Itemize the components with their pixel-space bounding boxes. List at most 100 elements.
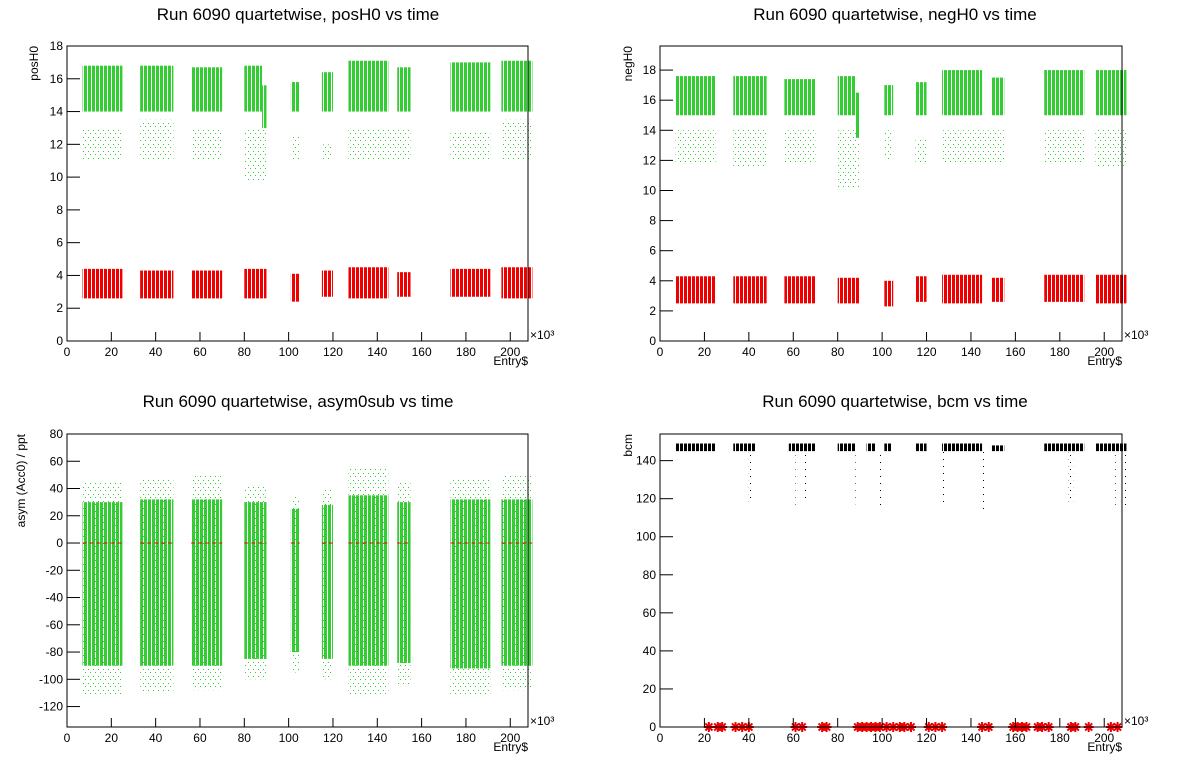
point-cluster bbox=[1095, 70, 1127, 116]
point-cluster bbox=[290, 495, 300, 673]
point-cluster bbox=[244, 485, 267, 680]
point-cluster bbox=[1068, 451, 1074, 503]
x-tick-label: 20 bbox=[698, 345, 712, 359]
x-multiplier: ×10³ bbox=[530, 328, 554, 342]
point-cluster bbox=[915, 137, 927, 164]
x-tick-label: 0 bbox=[657, 345, 664, 359]
x-tick-label: 160 bbox=[412, 731, 432, 745]
point-cluster bbox=[795, 451, 798, 509]
x-tick-label: 100 bbox=[279, 345, 299, 359]
y-tick-label: 0 bbox=[56, 334, 63, 348]
x-tick-label: 0 bbox=[64, 731, 71, 745]
x-tick-label: 40 bbox=[742, 345, 756, 359]
point-cluster bbox=[244, 268, 267, 299]
point-cluster bbox=[733, 76, 767, 116]
x-tick-label: 100 bbox=[872, 345, 892, 359]
plot-frame bbox=[659, 45, 1123, 342]
x-tick-label: 200 bbox=[500, 345, 520, 359]
x-tick-label: 180 bbox=[1050, 345, 1070, 359]
x-tick-label: 180 bbox=[456, 345, 476, 359]
point-cluster bbox=[915, 443, 927, 452]
x-tick-label: 0 bbox=[657, 731, 664, 745]
x-tick-label: 180 bbox=[1050, 731, 1070, 745]
point-cluster bbox=[140, 65, 174, 112]
y-tick-label: 12 bbox=[643, 153, 657, 167]
point-cluster bbox=[397, 481, 411, 687]
y-tick-label: 100 bbox=[636, 530, 656, 544]
point-cluster bbox=[321, 72, 333, 112]
x-tick-label: 0 bbox=[64, 345, 71, 359]
y-tick-label: -100 bbox=[39, 672, 63, 686]
y-tick-label: 4 bbox=[649, 274, 656, 288]
chart-title: Run 6090 quartetwise, negH0 vs time bbox=[753, 5, 1037, 24]
point-cluster bbox=[884, 130, 894, 161]
point-cluster bbox=[837, 130, 860, 188]
point-cluster bbox=[942, 274, 983, 304]
y-tick-label: -20 bbox=[46, 563, 64, 577]
point-cluster bbox=[290, 82, 300, 112]
point-cluster bbox=[82, 127, 123, 161]
point-cluster bbox=[262, 85, 267, 128]
point-cluster bbox=[140, 477, 174, 693]
point-cluster bbox=[501, 119, 533, 161]
point-cluster bbox=[733, 276, 767, 304]
y-axis-label: negH0 bbox=[621, 46, 635, 82]
x-tick-label: 40 bbox=[149, 345, 163, 359]
x-tick-label: 20 bbox=[105, 345, 119, 359]
y-tick-label: 60 bbox=[50, 454, 64, 468]
x-tick-label: 60 bbox=[787, 731, 801, 745]
y-tick-label: 60 bbox=[643, 606, 657, 620]
x-axis-label: Entry$ bbox=[493, 354, 528, 368]
point-cluster bbox=[733, 127, 767, 168]
x-tick-label: 160 bbox=[1005, 731, 1025, 745]
point-cluster bbox=[191, 67, 223, 112]
point-cluster bbox=[191, 270, 223, 299]
y-tick-label: 20 bbox=[643, 682, 657, 696]
y-axis-label: asym (Acc0) / ppt bbox=[14, 433, 28, 527]
y-axis-label: bcm bbox=[621, 434, 635, 457]
x-multiplier: ×10³ bbox=[530, 714, 554, 728]
y-tick-label: 18 bbox=[643, 63, 657, 77]
x-tick-label: 200 bbox=[1094, 731, 1114, 745]
point-cluster bbox=[290, 273, 300, 302]
y-tick-label: 14 bbox=[50, 105, 64, 119]
x-tick-label: 120 bbox=[323, 345, 343, 359]
y-tick-label: 2 bbox=[56, 301, 63, 315]
y-tick-label: -80 bbox=[46, 645, 64, 659]
y-tick-label: 40 bbox=[643, 644, 657, 658]
point-cluster bbox=[1044, 70, 1085, 116]
point-cluster bbox=[191, 127, 223, 161]
point-cluster bbox=[784, 130, 816, 164]
y-tick-label: -120 bbox=[39, 700, 63, 714]
point-cluster bbox=[982, 451, 985, 511]
point-cluster bbox=[348, 127, 411, 161]
point-cluster bbox=[397, 272, 411, 297]
point-cluster bbox=[855, 451, 858, 505]
x-tick-label: 140 bbox=[367, 731, 387, 745]
x-axis-label: Entry$ bbox=[1087, 354, 1122, 368]
y-tick-label: 18 bbox=[50, 39, 64, 53]
x-tick-label: 60 bbox=[193, 731, 207, 745]
point-cluster bbox=[733, 443, 756, 452]
point-cluster bbox=[140, 119, 174, 161]
y-tick-label: -40 bbox=[46, 591, 64, 605]
x-tick-label: 180 bbox=[456, 731, 476, 745]
y-tick-label: 16 bbox=[643, 93, 657, 107]
point-cluster bbox=[397, 67, 411, 112]
x-multiplier: ×10³ bbox=[1124, 328, 1148, 342]
point-cluster bbox=[1095, 274, 1127, 304]
point-cluster bbox=[879, 451, 883, 511]
point-cluster bbox=[501, 60, 533, 112]
point-cluster bbox=[942, 443, 983, 452]
point-cluster bbox=[990, 445, 1005, 452]
y-tick-label: 0 bbox=[649, 334, 656, 348]
point-cluster bbox=[348, 267, 389, 299]
point-cluster bbox=[140, 270, 174, 299]
point-cluster bbox=[321, 144, 333, 161]
point-cluster bbox=[942, 70, 983, 116]
plot-frame bbox=[66, 45, 529, 342]
x-tick-label: 60 bbox=[193, 345, 207, 359]
y-tick-label: 40 bbox=[50, 482, 64, 496]
point-cluster bbox=[942, 130, 1005, 164]
point-cluster bbox=[501, 474, 533, 691]
